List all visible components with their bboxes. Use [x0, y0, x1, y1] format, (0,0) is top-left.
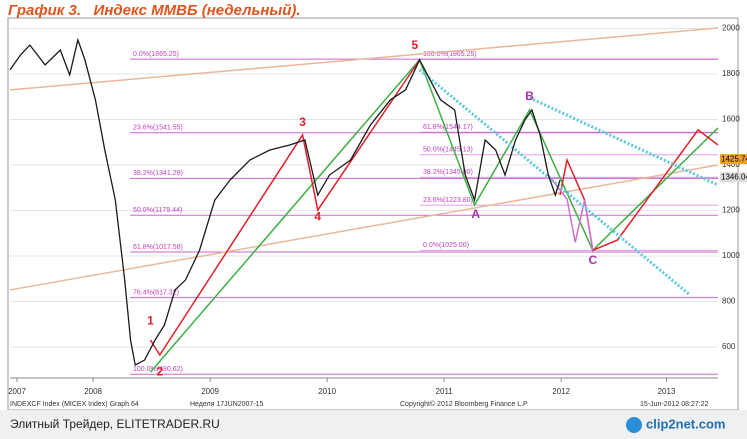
x-tick-label: 2007 — [8, 387, 26, 396]
wave-label: 2 — [156, 364, 163, 378]
wave-label: 5 — [412, 38, 419, 52]
trend-line — [528, 96, 719, 187]
y-tick-label: 1000 — [722, 251, 740, 260]
fib-label: 0.0%(1025.00) — [423, 242, 469, 249]
wave-label: A — [471, 207, 480, 221]
fib-label: 61.8%(1017.58) — [133, 244, 183, 251]
wave-label: 4 — [314, 209, 321, 223]
y-tick-label: 1600 — [722, 115, 740, 124]
trend-line — [559, 128, 719, 252]
x-tick-label: 2012 — [552, 387, 570, 396]
y-tick-label: 2000 — [722, 24, 740, 33]
last-value-box — [720, 172, 747, 183]
fib-label: 76.4%(817.32) — [133, 289, 179, 296]
x-tick-label: 2011 — [436, 387, 454, 396]
caption: Элитный Трейдер, ELITETRADER.RU — [10, 417, 220, 431]
fib-label: 23.6%(1223.80) — [423, 197, 473, 204]
fib-label: 50.0%(1445.13) — [423, 147, 473, 154]
last-value-label: 1425.74 — [721, 154, 747, 163]
y-tick-label: 1800 — [722, 69, 740, 78]
wave-label: 1 — [147, 313, 154, 327]
fib-label: 0.0%(1865.25) — [133, 51, 179, 58]
price-line — [9, 37, 561, 367]
trend-line — [149, 58, 719, 373]
fib-label: 61.8%(1544.17) — [423, 124, 473, 131]
fib-label: 38.2%(1341.29) — [133, 170, 183, 177]
fib-label: 38.2%(1345.80) — [423, 169, 473, 176]
fib-label: 100.0%(480.62) — [133, 366, 183, 373]
x-tick-label: 2009 — [201, 387, 219, 396]
x-tick-label: 2008 — [84, 387, 102, 396]
fib-label: 100.0%(1865.25) — [423, 51, 477, 58]
wave-label: C — [588, 253, 597, 267]
trend-line — [547, 174, 594, 251]
trend-line — [418, 68, 691, 297]
logo: clip2net.com — [646, 416, 725, 431]
wave-label: 3 — [299, 115, 306, 129]
footer-text: Неделя 17JUN2007-15 — [190, 401, 264, 408]
footer-text: Copyright© 2012 Bloomberg Finance L.P. — [400, 400, 529, 408]
trend-line — [149, 59, 421, 357]
caption-bar — [0, 410, 747, 439]
logo-icon — [626, 417, 642, 433]
x-tick-label: 2013 — [658, 387, 676, 396]
chart-panel — [7, 17, 739, 411]
footer-text: INDEXCF Index (MICEX Index) Graph 64 — [10, 401, 139, 408]
y-tick-label: 1200 — [722, 206, 740, 215]
trend-line — [9, 164, 719, 291]
y-tick-label: 800 — [722, 297, 736, 306]
footer-text: 15-Jun-2012 08:27:22 — [640, 401, 709, 408]
fib-label: 50.0%(1179.44) — [133, 207, 182, 214]
chart-title: График 3. Индекс ММВБ (недельный). — [8, 2, 301, 19]
y-tick-label: 1400 — [722, 160, 740, 169]
wave-label: B — [525, 89, 534, 103]
last-value-box — [720, 154, 747, 165]
y-tick-label: 600 — [722, 342, 736, 351]
fib-label: 23.6%(1541.55) — [133, 125, 183, 132]
last-value-label: 1346.04 — [721, 172, 747, 181]
x-tick-label: 2010 — [318, 387, 336, 396]
trend-line — [9, 27, 719, 91]
